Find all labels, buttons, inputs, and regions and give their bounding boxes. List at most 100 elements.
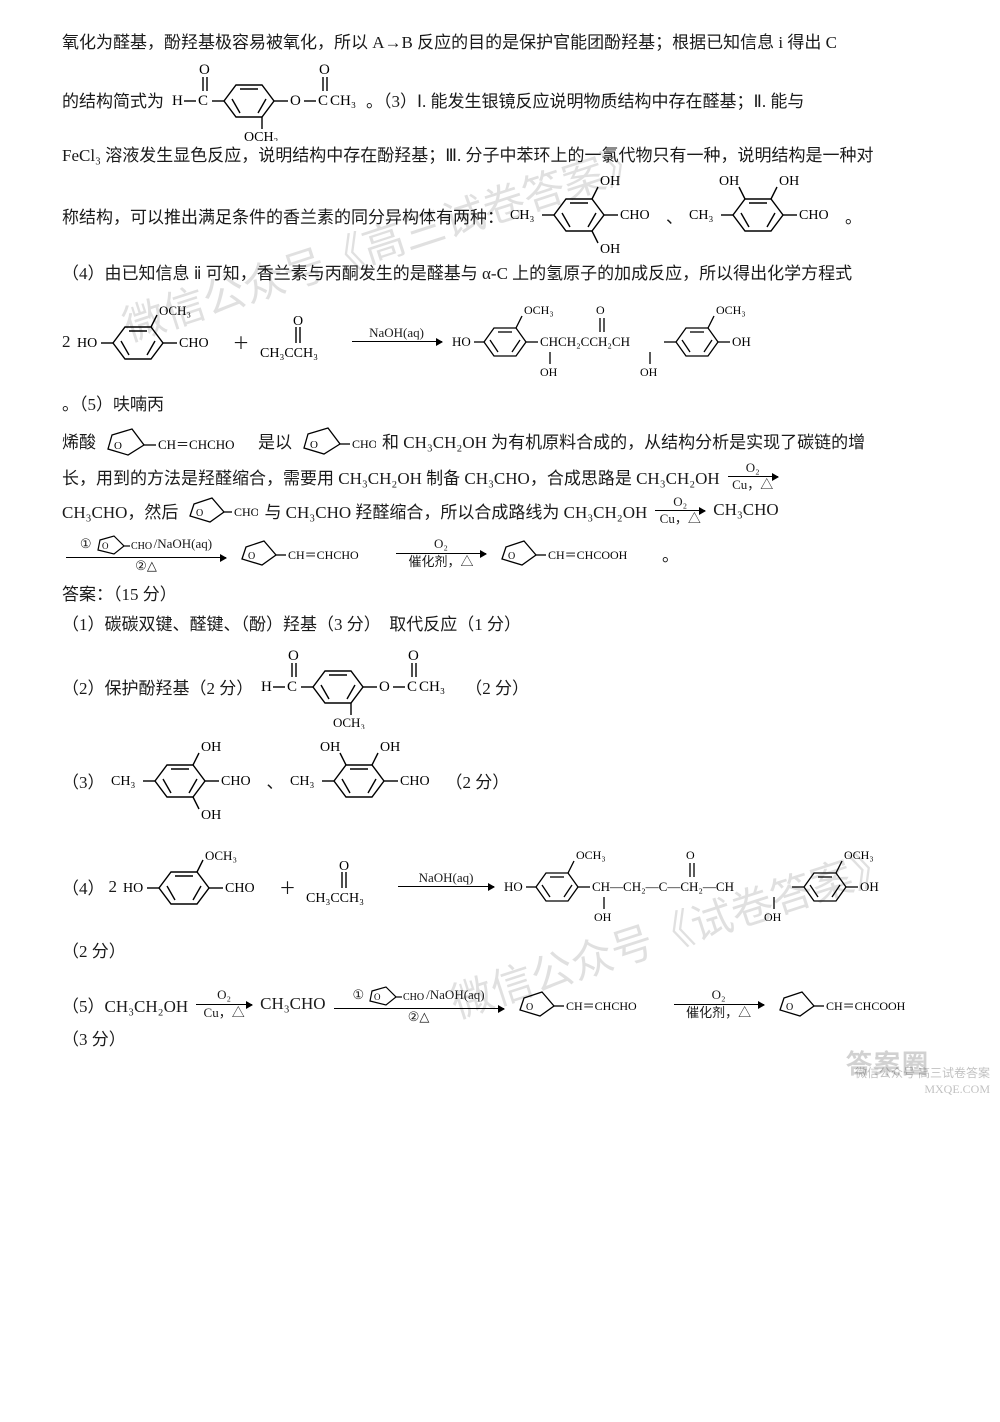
route-arrow-2: O₂ 催化剂，△ xyxy=(396,537,486,569)
footer-url: MXQE.COM xyxy=(855,1082,990,1098)
furfural-2: O CHO xyxy=(182,492,260,528)
svg-text:CHO: CHO xyxy=(403,992,424,1003)
answer-5: （5）CH₃CH₂OH O₂ Cu，△ CH₃CHO ① OCHO /NaOH(… xyxy=(62,983,938,1024)
svg-text:OH: OH xyxy=(719,174,739,189)
svg-text:OCH₃: OCH₃ xyxy=(844,848,874,862)
svg-text:CH₃CCH₃: CH₃CCH₃ xyxy=(306,891,364,906)
svg-text:OCH₃: OCH₃ xyxy=(333,715,365,729)
a2b: （2 分） xyxy=(465,674,529,699)
l8-arrow: O₂ Cu，△ xyxy=(728,461,778,493)
svg-text:O: O xyxy=(686,848,695,862)
a5-a2-top1: ① xyxy=(353,988,365,1002)
explanation-line-4: 称结构，可以推出满足条件的香兰素的同分异构体有两种： CH₃ CHO OH OH… xyxy=(62,171,938,259)
a4-arrow-top: NaOH(aq) xyxy=(419,871,474,886)
l9-arrow-bot: Cu，△ xyxy=(660,511,701,526)
eq1-arrow: NaOH(aq) xyxy=(352,326,442,358)
svg-text:CH—CH₂—C—CH₂—CH: CH—CH₂—C—CH₂—CH xyxy=(592,879,734,894)
a5-arrow-3: O₂ 催化剂，△ xyxy=(674,988,764,1020)
svg-text:OH: OH xyxy=(320,740,340,755)
svg-text:O: O xyxy=(102,541,109,551)
svg-text:OCH₃: OCH₃ xyxy=(716,303,746,317)
svg-text:CH₃: CH₃ xyxy=(689,208,713,223)
route1-top2: /NaOH(aq) xyxy=(154,537,212,551)
svg-text:CHO: CHO xyxy=(221,774,251,789)
acetone: CH₃CCH₃ O xyxy=(254,313,344,371)
svg-text:C: C xyxy=(318,93,328,109)
svg-text:O: O xyxy=(290,93,301,109)
svg-text:O: O xyxy=(786,1002,793,1013)
a5-a1-top: O₂ xyxy=(217,988,231,1003)
answer-2: （2）保护酚羟基（2 分） H C O O C O xyxy=(62,645,938,729)
l9b: 与 CH₃CHO 羟醛缩合，所以合成路线为 CH₃CH₂OH xyxy=(264,498,647,523)
svg-text:OH: OH xyxy=(860,879,879,894)
svg-text:O: O xyxy=(114,440,122,452)
eq1-coeff: 2 xyxy=(62,332,71,352)
svg-text:CH₃: CH₃ xyxy=(419,679,445,695)
l4-end: 。 xyxy=(845,203,862,228)
svg-text:O: O xyxy=(288,648,299,664)
equation-1: 2 HO CHO OCH₃ ＋ CH₃CCH₃ xyxy=(62,294,938,415)
a5b: CH₃CHO xyxy=(260,994,325,1014)
answer-5-score: （3 分） xyxy=(62,1025,938,1056)
a5-furan-CHCHCHO: O CH＝CHCHO xyxy=(512,986,666,1022)
svg-text:CHCH₂CCH₂CH: CHCH₂CCH₂CH xyxy=(540,334,630,349)
answer-3: （3） CH₃ CHO OH OH 、 CH₃ xyxy=(62,735,938,827)
l2a-text: 的结构简式为 xyxy=(62,87,164,112)
l8a: 长，用到的方法是羟醛缩合，需要用 CH₃CH₂OH 制备 CH₃CHO，合成思路… xyxy=(62,464,720,489)
route1-bot: ②△ xyxy=(135,558,157,573)
svg-text:OCH₃: OCH₃ xyxy=(205,848,237,863)
svg-text:OH: OH xyxy=(600,174,620,189)
explanation-line-8: 长，用到的方法是羟醛缩合，需要用 CH₃CH₂OH 制备 CH₃CHO，合成思路… xyxy=(62,461,938,493)
route2-top: O₂ xyxy=(434,537,448,552)
a4-vanillin: HO CHO OCH₃ xyxy=(121,848,275,926)
svg-text:H: H xyxy=(172,93,183,109)
explanation-line-3: FeCl₃ 溶液发生显色反应，说明结构中存在酚羟基；Ⅲ. 分子中苯环上的一氯代物… xyxy=(62,141,938,172)
svg-text:O: O xyxy=(526,1002,533,1013)
route2-bot: 催化剂，△ xyxy=(408,554,473,569)
a5-arrow-2: ① OCHO /NaOH(aq) ②△ xyxy=(334,983,504,1024)
a2a: （2）保护酚羟基（2 分） xyxy=(62,674,253,699)
a5-a1-bot: Cu，△ xyxy=(204,1005,245,1020)
svg-text:O: O xyxy=(196,508,203,519)
eq1-tail: 。（5）呋喃丙 xyxy=(62,390,164,415)
svg-text:C: C xyxy=(198,93,208,109)
svg-text:OH: OH xyxy=(764,910,782,924)
a4-arrow: NaOH(aq) xyxy=(398,871,494,903)
svg-text:CHO: CHO xyxy=(620,208,650,223)
explanation-line-2: 的结构简式为 H C O O C O xyxy=(62,59,938,141)
svg-text:CH₃CCH₃: CH₃CCH₃ xyxy=(260,346,318,361)
a3a: （3） xyxy=(62,768,105,793)
a3b: （2 分） xyxy=(446,768,510,793)
svg-text:OH: OH xyxy=(732,334,751,349)
explanation-line-5: （4）由已知信息 ⅱ 可知，香兰素与丙酮发生的是醛基与 α-C 上的氢原子的加成… xyxy=(62,259,938,290)
l4-sep: 、 xyxy=(666,203,683,228)
a3-structure-1: CH₃ CHO OH OH xyxy=(109,735,263,827)
svg-text:O: O xyxy=(199,62,210,78)
svg-text:O: O xyxy=(319,62,330,78)
svg-text:O: O xyxy=(374,992,381,1002)
svg-text:O: O xyxy=(379,679,390,695)
svg-text:OH: OH xyxy=(594,910,612,924)
l9-arrow-top: O₂ xyxy=(673,495,687,510)
svg-text:O: O xyxy=(508,551,515,562)
svg-text:CH₃: CH₃ xyxy=(510,208,534,223)
a4-product: HO OCH₃ CH—CH₂—C—CH₂—CH OH O OH OCH₃ xyxy=(502,837,936,937)
eq1-arrow-top: NaOH(aq) xyxy=(369,326,424,341)
a5-a3-top: O₂ xyxy=(712,988,726,1003)
l7c: 和 CH₃CH₂OH 为有机原料合成的，从结构分析是实现了碳链的增 xyxy=(382,428,865,453)
svg-text:HO: HO xyxy=(504,879,523,894)
svg-text:OH: OH xyxy=(201,808,221,823)
route-arrow-1: ① OCHO /NaOH(aq) ②△ xyxy=(66,532,226,573)
a3-sep: 、 xyxy=(267,768,284,793)
a4a: （4） xyxy=(62,874,105,899)
a5a: （5）CH₃CH₂OH xyxy=(62,992,188,1017)
l2b-text: 。（3）Ⅰ. 能发生银镜反应说明物质结构中存在醛基；Ⅱ. 能与 xyxy=(366,87,804,112)
a5-a3-bot: 催化剂，△ xyxy=(686,1005,751,1020)
svg-text:OCH₃: OCH₃ xyxy=(576,848,606,862)
a4-plus: ＋ xyxy=(279,874,296,899)
svg-text:O: O xyxy=(596,303,605,317)
l4a-text: 称结构，可以推出满足条件的香兰素的同分异构体有两种： xyxy=(62,203,504,228)
svg-text:OH: OH xyxy=(600,242,620,257)
a4-coeff: 2 xyxy=(109,877,118,897)
svg-text:OH: OH xyxy=(640,365,658,379)
